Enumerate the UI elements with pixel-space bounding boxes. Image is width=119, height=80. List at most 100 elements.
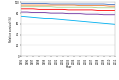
80+ (32, 17, 34, 18)
75+ (79, 13, 81, 14)
65-74 (79, 7, 81, 8)
50-64 (74, 5, 75, 6)
80+ (109, 23, 110, 24)
65-74 (27, 6, 28, 7)
75+ (62, 13, 63, 14)
65-74 (44, 6, 46, 7)
75+ (68, 13, 69, 14)
50-64 (79, 5, 81, 6)
65-74 (115, 7, 116, 8)
75+ (97, 14, 99, 15)
50-64 (38, 5, 40, 6)
65-74 (109, 7, 110, 8)
50-64 (97, 5, 99, 6)
75+ (74, 13, 75, 14)
50-64 (109, 6, 110, 7)
65-74 (91, 7, 93, 8)
65-74 (103, 7, 104, 8)
80+ (21, 16, 22, 17)
65-74 (32, 6, 34, 7)
75-79 (103, 10, 104, 11)
80+ (62, 19, 63, 20)
80+ (38, 17, 40, 18)
80+ (97, 22, 99, 23)
80+ (56, 19, 57, 20)
Line: 75-79: 75-79 (21, 9, 115, 10)
75-79 (91, 9, 93, 10)
75+ (32, 12, 34, 13)
75-79 (38, 9, 40, 10)
50-64 (62, 5, 63, 6)
65-74 (62, 7, 63, 8)
75+ (44, 12, 46, 13)
75-79 (85, 9, 87, 10)
75+ (103, 14, 104, 15)
<50 (27, 3, 28, 4)
65-74 (97, 7, 99, 8)
50-64 (91, 5, 93, 6)
75+ (21, 12, 22, 13)
80+ (85, 21, 87, 22)
65-74 (38, 6, 40, 7)
75-79 (79, 9, 81, 10)
75-79 (68, 9, 69, 10)
<50 (109, 4, 110, 5)
75+ (38, 12, 40, 13)
75+ (56, 13, 57, 14)
<50 (38, 3, 40, 4)
75-79 (56, 9, 57, 10)
65-74 (21, 6, 22, 7)
<50 (44, 3, 46, 4)
50-64 (27, 5, 28, 6)
65-74 (74, 7, 75, 8)
80+ (74, 20, 75, 21)
80+ (68, 20, 69, 21)
75-79 (32, 8, 34, 9)
75+ (91, 14, 93, 15)
50-64 (56, 5, 57, 6)
75+ (115, 14, 116, 15)
80+ (27, 16, 28, 17)
<50 (115, 4, 116, 5)
80+ (91, 22, 93, 23)
75-79 (97, 10, 99, 11)
80+ (115, 24, 116, 25)
50-64 (103, 5, 104, 6)
65-74 (56, 7, 57, 8)
X-axis label: Year: Year (65, 65, 72, 69)
50-64 (32, 5, 34, 6)
80+ (79, 21, 81, 22)
Line: <50: <50 (21, 3, 115, 5)
<50 (32, 3, 34, 4)
Line: 80+: 80+ (21, 16, 115, 24)
<50 (21, 3, 22, 4)
65-74 (68, 7, 69, 8)
75+ (85, 14, 87, 15)
75-79 (115, 10, 116, 11)
75+ (109, 14, 110, 15)
75+ (50, 13, 52, 14)
50-64 (115, 6, 116, 7)
Line: 50-64: 50-64 (21, 5, 115, 6)
75-79 (21, 8, 22, 9)
75-79 (50, 9, 52, 10)
75+ (27, 12, 28, 13)
Y-axis label: Relative survival (%): Relative survival (%) (9, 16, 13, 42)
50-64 (44, 5, 46, 6)
Line: 65-74: 65-74 (21, 7, 115, 8)
75-79 (62, 9, 63, 10)
75-79 (109, 10, 110, 11)
80+ (44, 18, 46, 19)
65-74 (50, 6, 52, 7)
75-79 (27, 8, 28, 9)
80+ (103, 23, 104, 24)
50-64 (50, 5, 52, 6)
50-64 (68, 5, 69, 6)
80+ (50, 18, 52, 19)
50-64 (21, 5, 22, 6)
50-64 (85, 5, 87, 6)
75-79 (74, 9, 75, 10)
Line: 75+: 75+ (21, 12, 115, 15)
65-74 (85, 7, 87, 8)
75-79 (44, 9, 46, 10)
